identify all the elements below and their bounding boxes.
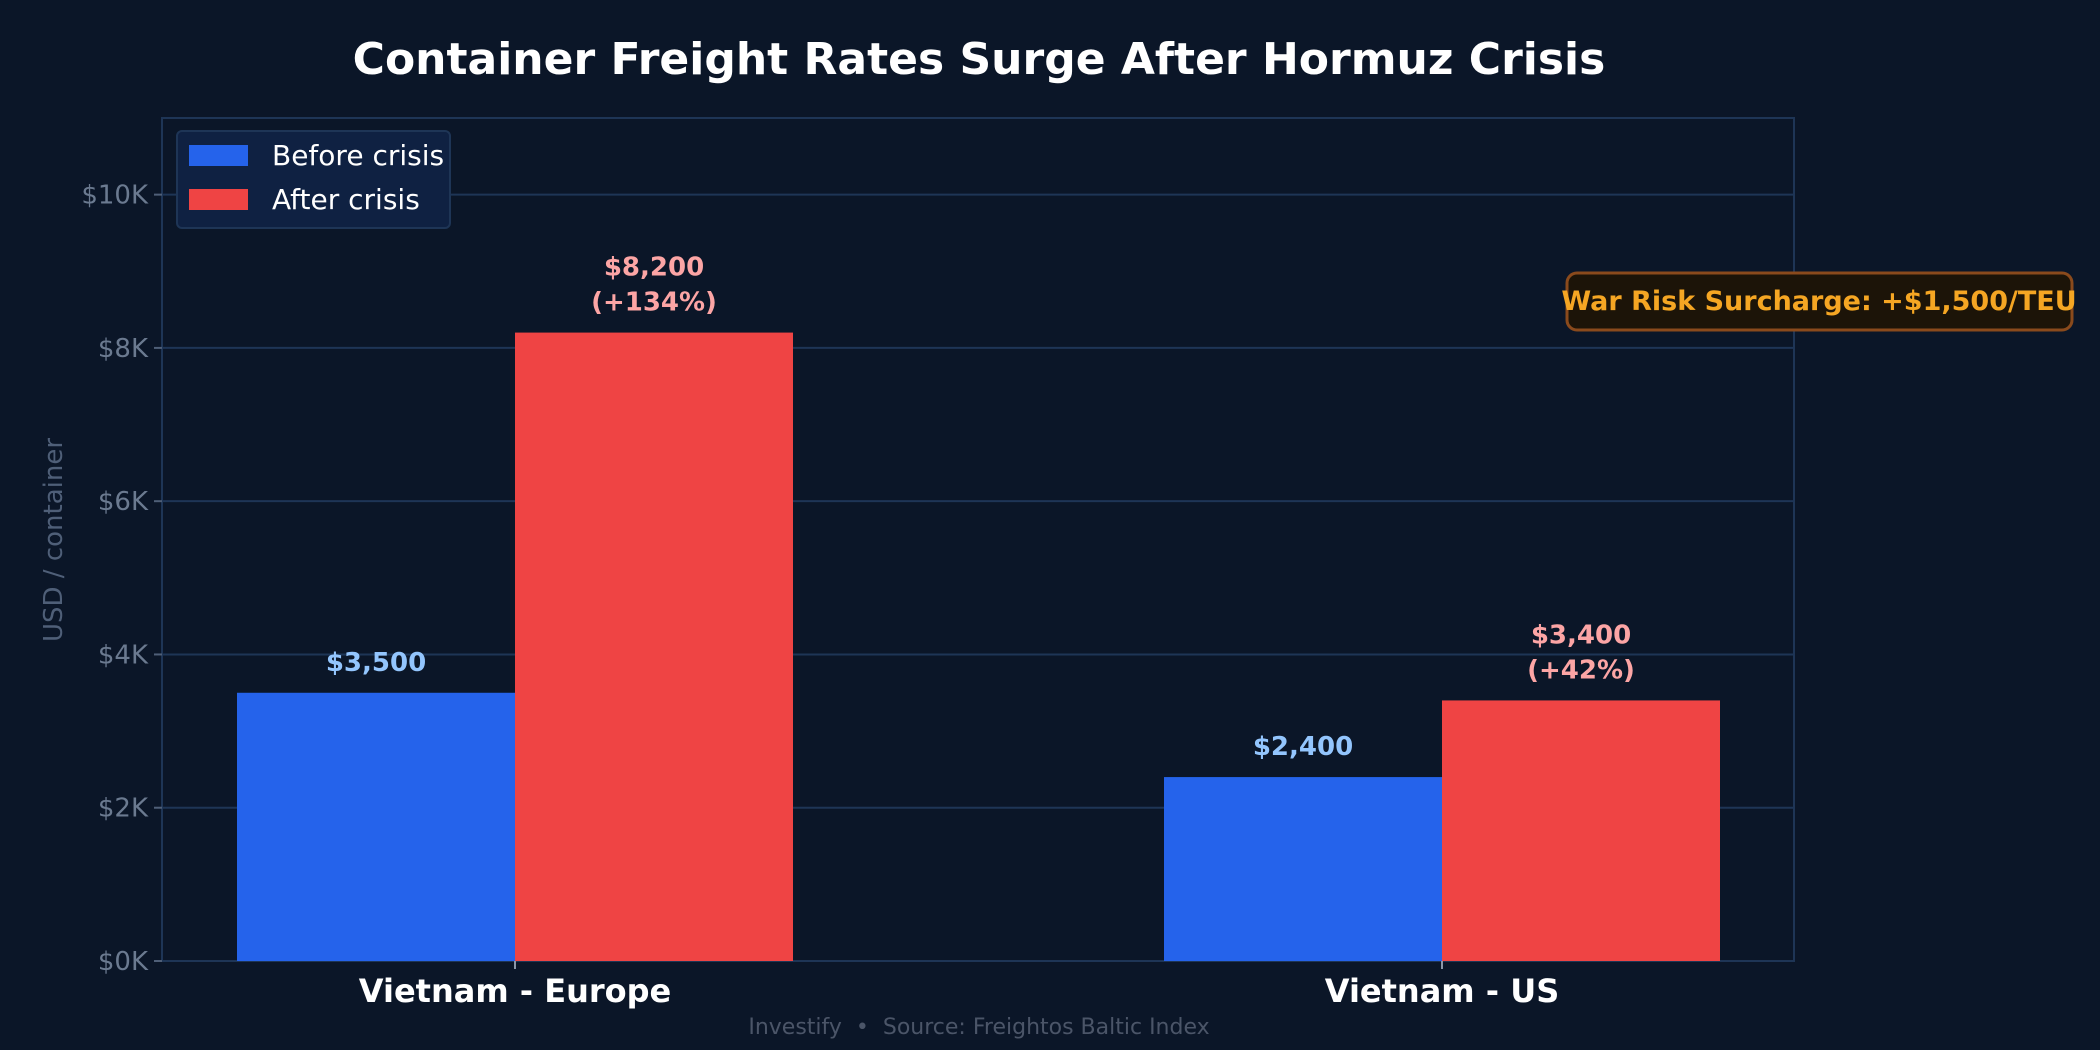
legend-swatch-before (189, 145, 248, 166)
x-tick-label: Vietnam - US (1325, 972, 1559, 1010)
data-label: (+42%) (1527, 655, 1635, 685)
legend-label-after: After crisis (272, 183, 420, 216)
y-tick-label: $6K (98, 487, 149, 517)
plot-frame (161, 117, 1795, 962)
x-tick-label: Vietnam - Europe (359, 972, 671, 1010)
footer-source: Investify • Source: Freightos Baltic Ind… (748, 1015, 1209, 1040)
legend-label-before: Before crisis (272, 139, 444, 172)
bar-before (1164, 777, 1442, 961)
y-axis-label: USD / container (39, 438, 69, 642)
bar-after (1442, 700, 1720, 961)
y-tick-label: $2K (98, 794, 149, 824)
y-tick-label: $8K (98, 334, 149, 364)
annotation-text: War Risk Surcharge: +$1,500/TEU (1561, 286, 2076, 317)
x-axis: Vietnam - Europe Vietnam - US (359, 961, 1559, 1010)
chart-title: Container Freight Rates Surge After Horm… (353, 34, 1606, 85)
y-tick-label: $10K (81, 181, 149, 211)
y-tick-label: $0K (98, 947, 149, 977)
annotation-box (1565, 271, 2074, 332)
bars: $3,500 $8,200 (+134%) $2,400 $3,400 (+42%) (237, 253, 1720, 962)
bar-before (237, 692, 515, 961)
data-label: (+134%) (591, 288, 717, 318)
bar-after (515, 332, 793, 962)
annotation: War Risk Surcharge: +$1,500/TEU (1561, 271, 2077, 332)
data-label: $3,400 (1531, 620, 1631, 650)
data-label: $3,500 (326, 648, 426, 678)
legend-swatch-after (189, 189, 248, 210)
data-label: $8,200 (604, 253, 704, 283)
data-label: $2,400 (1253, 732, 1353, 762)
legend: Before crisis After crisis (176, 130, 451, 229)
y-axis: $0K $2K $4K $6K $8K $10K (81, 181, 162, 977)
y-tick-label: $4K (98, 640, 149, 670)
